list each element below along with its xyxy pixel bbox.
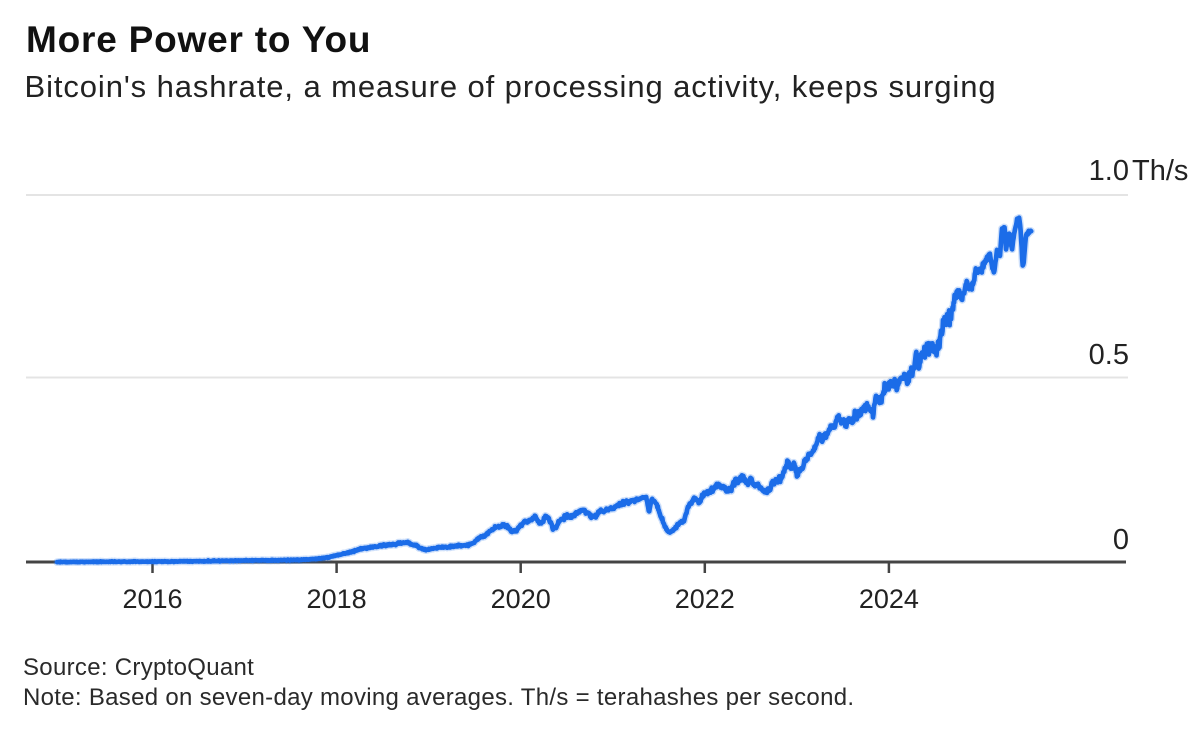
svg-text:2020: 2020: [491, 584, 551, 614]
svg-text:Source: CryptoQuant: Source: CryptoQuant: [23, 654, 254, 681]
svg-text:2018: 2018: [307, 584, 367, 614]
svg-text:2016: 2016: [122, 584, 182, 614]
svg-text:Th/s: Th/s: [1132, 155, 1188, 187]
svg-text:0.5: 0.5: [1089, 339, 1129, 371]
svg-text:0: 0: [1113, 524, 1129, 556]
svg-text:2022: 2022: [675, 584, 735, 614]
svg-text:2024: 2024: [859, 584, 919, 614]
svg-text:Note: Based on seven-day movin: Note: Based on seven-day moving averages…: [23, 684, 854, 711]
svg-text:Bitcoin's hashrate, a measure: Bitcoin's hashrate, a measure of process…: [25, 69, 997, 104]
svg-text:1.0: 1.0: [1089, 155, 1129, 187]
svg-text:More Power to You: More Power to You: [26, 19, 371, 60]
